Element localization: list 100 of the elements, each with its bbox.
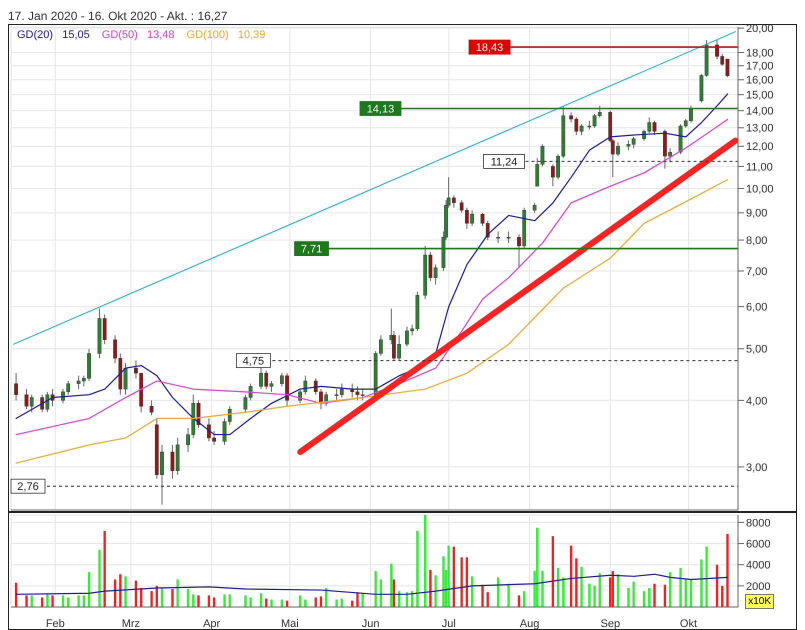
y-tick-label: 11,00	[746, 161, 773, 174]
bar	[410, 591, 414, 607]
bar	[664, 584, 666, 607]
bar	[612, 571, 614, 607]
candlestick	[14, 372, 18, 401]
bar	[340, 598, 343, 607]
x-tick-label: Feb	[46, 618, 65, 630]
y-tick-label: 2000	[746, 580, 770, 593]
ref-line-label: 4,75	[242, 356, 264, 368]
ref-line-label: 7,71	[300, 244, 322, 256]
bar	[434, 575, 437, 607]
bar	[684, 580, 687, 607]
ref-line-label: 18,43	[476, 42, 504, 54]
bar	[208, 595, 210, 607]
bar	[104, 530, 106, 607]
bar	[298, 595, 302, 607]
bar	[588, 584, 591, 607]
x-tick-label: Apr	[203, 618, 221, 630]
y-tick-label: 6000	[746, 538, 770, 550]
ref-line-label: 14,13	[366, 104, 394, 116]
bar	[460, 557, 463, 607]
y-tick-label: 12,00	[746, 141, 774, 154]
bar	[442, 556, 445, 607]
candlestick	[150, 400, 154, 416]
bar	[192, 594, 194, 607]
bar	[14, 582, 18, 607]
chart-title: 17. Jan 2020 - 16. Okt 2020 - Akt. : 16,27	[8, 8, 228, 24]
y-tick-label: 9,00	[746, 208, 768, 220]
bar	[398, 591, 400, 607]
bar	[390, 564, 392, 607]
x-tick-label: Okt	[680, 618, 698, 630]
y-tick-label: 8000	[746, 517, 770, 530]
bar	[156, 586, 158, 607]
bar	[280, 600, 284, 607]
candlestick	[506, 231, 510, 244]
bar	[392, 580, 396, 607]
bar	[429, 570, 432, 607]
bar	[632, 582, 635, 607]
bar	[150, 591, 153, 607]
annotation: 13,48	[147, 29, 175, 41]
bar	[114, 580, 116, 607]
bar	[140, 588, 142, 607]
bar	[570, 546, 572, 607]
bar	[228, 594, 231, 607]
bar	[265, 598, 268, 607]
bar	[30, 595, 33, 607]
bar	[447, 546, 450, 607]
bar	[523, 591, 526, 607]
text: GD(50)	[102, 29, 138, 41]
bar	[424, 515, 426, 607]
y-tick-label: 15,00	[746, 90, 774, 102]
bar	[705, 546, 708, 607]
bar	[486, 592, 489, 607]
x-tick-label: Jun	[362, 618, 380, 630]
ref-line-label: 11,24	[490, 156, 518, 168]
bar	[466, 557, 468, 607]
bar	[496, 577, 500, 607]
y-tick-label: 5,00	[746, 344, 768, 356]
bar	[324, 588, 328, 607]
bar	[119, 574, 122, 607]
bar	[286, 600, 288, 607]
text: GD(100)	[186, 29, 229, 41]
ref-line-label: 2,76	[17, 481, 39, 494]
bar	[536, 528, 538, 607]
bar	[452, 546, 456, 607]
annotation: 10,39	[238, 29, 266, 41]
y-tick-label: 4000	[746, 560, 770, 572]
bar	[40, 597, 44, 607]
x-tick-label: Mai	[280, 618, 299, 630]
line-series	[16, 179, 728, 464]
bar	[416, 530, 419, 607]
bar	[82, 595, 86, 607]
bar	[361, 593, 364, 607]
x-tick-label: Aug	[520, 618, 540, 630]
line-series	[16, 574, 728, 595]
bar	[77, 595, 80, 607]
bar	[552, 536, 554, 607]
text: x10K	[745, 594, 774, 609]
bar	[335, 600, 338, 607]
bar	[304, 600, 306, 607]
x-tick-label: Sep	[600, 618, 620, 630]
bar	[249, 597, 252, 607]
bar	[648, 588, 650, 607]
bar	[700, 559, 703, 607]
y-tick-label: 6,00	[746, 302, 768, 314]
y-tick-label: 8,00	[746, 234, 768, 247]
bar	[562, 577, 564, 607]
bar	[380, 580, 382, 607]
bar	[46, 594, 49, 607]
bar	[314, 597, 317, 607]
y-tick-label: 4,00	[746, 395, 768, 408]
bar	[575, 558, 578, 607]
y-tick-label: 13,00	[746, 122, 774, 135]
bar	[470, 576, 474, 607]
bar	[244, 595, 247, 607]
bar	[212, 597, 216, 607]
text: GD(20)	[17, 29, 54, 41]
y-tick-label: 18,00	[746, 47, 774, 60]
bar	[176, 580, 179, 607]
candlestick	[532, 202, 536, 214]
